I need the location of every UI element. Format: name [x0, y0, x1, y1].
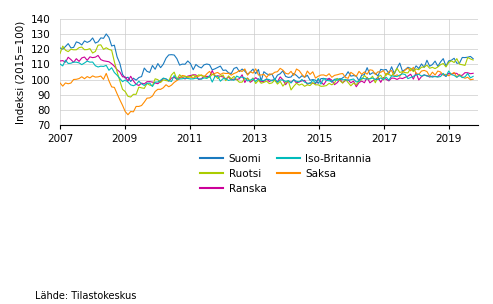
Ranska [457, 74, 462, 78]
Ranska [470, 71, 476, 75]
Line: Ruotsi: Ruotsi [60, 45, 473, 97]
Saksa [125, 113, 131, 116]
Ranska [242, 81, 248, 84]
Ruotsi [98, 43, 104, 47]
Ruotsi [457, 62, 462, 66]
Legend: Suomi, Ruotsi, Ranska, Iso-Britannia, Saksa: Suomi, Ruotsi, Ranska, Iso-Britannia, Sa… [201, 154, 371, 194]
Line: Suomi: Suomi [60, 34, 473, 83]
Suomi [242, 69, 248, 73]
Ruotsi [114, 70, 120, 74]
Saksa [351, 72, 356, 76]
Ranska [405, 74, 411, 78]
Iso-Britannia [149, 85, 155, 88]
Suomi [470, 57, 476, 60]
Ruotsi [57, 52, 63, 55]
Ranska [95, 54, 101, 57]
Suomi [353, 74, 359, 78]
Iso-Britannia [57, 62, 63, 66]
Suomi [315, 81, 321, 85]
Ruotsi [245, 77, 250, 80]
Saksa [402, 68, 408, 72]
Saksa [57, 81, 63, 85]
Y-axis label: Indeksi (2015=100): Indeksi (2015=100) [15, 20, 25, 124]
Saksa [84, 75, 90, 78]
Iso-Britannia [457, 74, 462, 77]
Ranska [84, 59, 90, 62]
Suomi [114, 55, 120, 59]
Suomi [457, 61, 462, 65]
Saksa [470, 78, 476, 81]
Iso-Britannia [245, 79, 250, 83]
Ranska [114, 68, 120, 71]
Iso-Britannia [405, 77, 411, 81]
Line: Ranska: Ranska [60, 55, 473, 87]
Ruotsi [353, 83, 359, 87]
Iso-Britannia [87, 60, 93, 64]
Suomi [84, 40, 90, 44]
Saksa [111, 86, 117, 89]
Suomi [103, 32, 109, 36]
Ruotsi [84, 48, 90, 51]
Saksa [410, 65, 416, 69]
Ranska [353, 85, 359, 88]
Ruotsi [405, 71, 411, 75]
Ruotsi [128, 95, 134, 99]
Saksa [457, 73, 462, 76]
Suomi [405, 65, 411, 69]
Iso-Britannia [353, 80, 359, 84]
Ruotsi [470, 58, 476, 62]
Iso-Britannia [470, 74, 476, 78]
Text: Lähde: Tilastokeskus: Lähde: Tilastokeskus [35, 291, 136, 301]
Ranska [57, 59, 63, 63]
Line: Saksa: Saksa [60, 67, 473, 115]
Suomi [57, 46, 63, 50]
Ranska [351, 79, 356, 83]
Line: Iso-Britannia: Iso-Britannia [60, 60, 473, 86]
Iso-Britannia [114, 73, 120, 77]
Saksa [242, 67, 248, 71]
Iso-Britannia [63, 58, 69, 62]
